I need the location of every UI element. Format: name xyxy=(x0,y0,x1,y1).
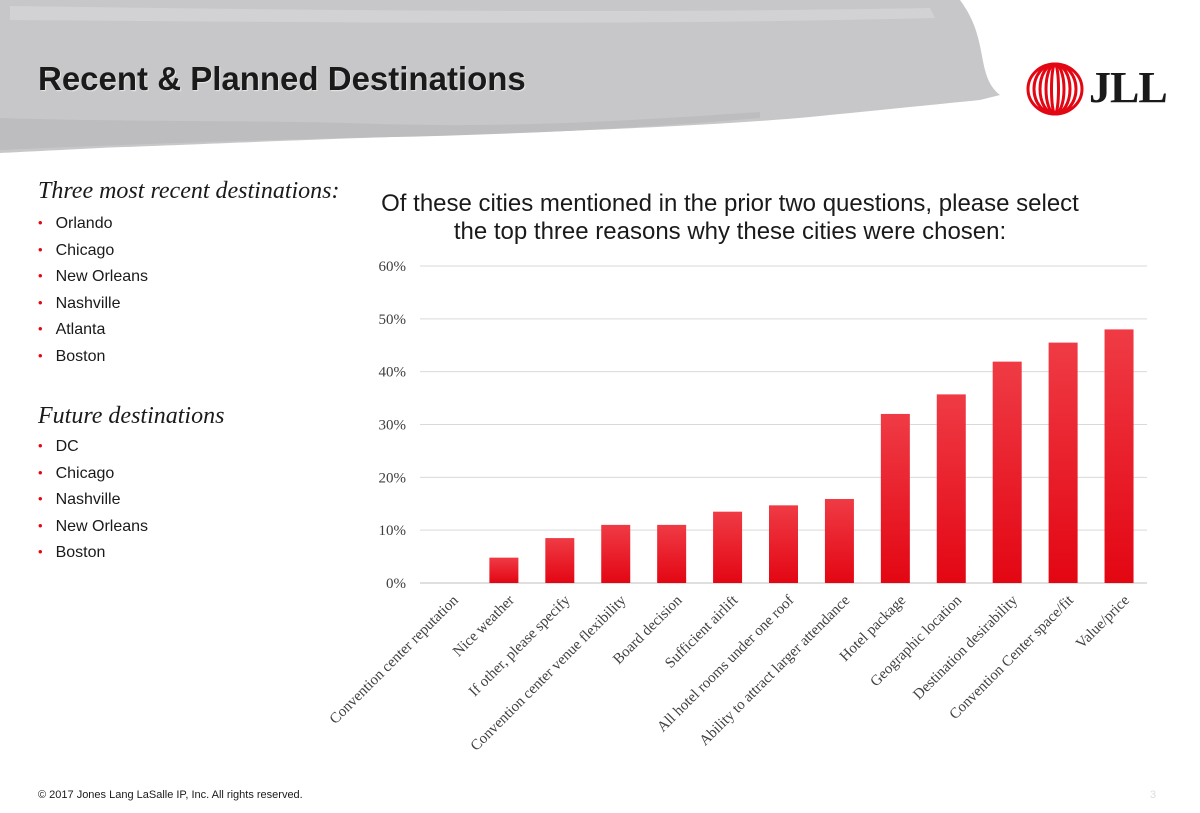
bullet-icon: • xyxy=(38,347,43,363)
y-tick-label: 10% xyxy=(379,523,407,539)
city-name: DC xyxy=(55,438,79,455)
logo-text: JLL xyxy=(1089,63,1168,112)
list-item: • Atlanta xyxy=(38,317,148,344)
city-name: Nashville xyxy=(55,294,121,312)
list-item: • New Orleans xyxy=(38,514,148,541)
list-item: • New Orleans xyxy=(38,264,148,291)
city-name: Boston xyxy=(55,347,106,365)
list-item: • Nashville xyxy=(38,291,148,318)
y-tick-label: 50% xyxy=(379,312,407,328)
survey-question: Of these cities mentioned in the prior t… xyxy=(381,190,1079,245)
y-tick-label: 30% xyxy=(379,418,407,434)
y-tick-label: 60% xyxy=(379,259,407,275)
city-name: New Orleans xyxy=(55,517,149,535)
header-brush-stroke xyxy=(0,0,1000,153)
list-item: • Boston xyxy=(38,540,148,567)
copyright-footer: © 2017 Jones Lang LaSalle IP, Inc. All r… xyxy=(38,789,303,801)
bullet-icon: • xyxy=(38,268,43,283)
list-item: • Orlando xyxy=(38,211,148,238)
bar xyxy=(769,505,798,583)
city-name: Orlando xyxy=(55,215,113,232)
bullet-icon: • xyxy=(38,517,43,533)
bar xyxy=(824,498,854,583)
city-name: Boston xyxy=(55,544,106,561)
x-tick-label: If other, please specify xyxy=(466,592,574,700)
page-number: 3 xyxy=(1150,789,1157,801)
list-item: • Chicago xyxy=(38,238,148,265)
bullet-icon: • xyxy=(38,321,43,336)
city-name: Nashville xyxy=(55,491,121,508)
city-name: Atlanta xyxy=(55,321,106,338)
x-tick-label: Value/price xyxy=(1073,592,1133,652)
y-tick-label: 0% xyxy=(386,576,406,592)
bar xyxy=(713,511,743,583)
bullet-icon: • xyxy=(38,544,43,559)
x-tick-label: Destination desirability xyxy=(910,592,1021,703)
bar xyxy=(936,394,966,583)
bar xyxy=(880,413,910,583)
list-item: • Nashville xyxy=(38,487,148,514)
bullet-icon: • xyxy=(38,294,43,310)
bar xyxy=(657,524,687,583)
city-name: Chicago xyxy=(55,464,115,482)
bar xyxy=(1048,342,1078,583)
bullet-icon: • xyxy=(38,241,43,257)
page-title: Recent & Planned Destinations xyxy=(38,60,526,97)
future-destinations-heading: Future destinations xyxy=(38,403,225,429)
recent-destinations-list: • Orlando • Chicago • New Orleans • Nashville • A… xyxy=(38,211,148,370)
list-item: • Boston xyxy=(38,344,148,371)
list-item: • Chicago xyxy=(38,461,148,488)
bullet-icon: • xyxy=(38,215,43,230)
x-tick-label: Convention center reputation xyxy=(327,592,462,727)
y-tick-label: 20% xyxy=(379,470,407,486)
bullet-icon: • xyxy=(38,491,43,506)
jll-logo-icon xyxy=(1026,62,1084,116)
bullet-icon: • xyxy=(38,438,43,453)
bar xyxy=(992,361,1022,583)
y-tick-label: 40% xyxy=(379,365,407,381)
city-name: New Orleans xyxy=(55,268,149,285)
recent-destinations-heading: Three most recent destinations: xyxy=(38,178,340,204)
bar xyxy=(489,557,519,583)
future-destinations-list: • DC • Chicago • Nashville • New Orleans • Boston xyxy=(38,434,148,567)
list-item: • DC xyxy=(38,434,148,461)
bar xyxy=(1104,329,1134,583)
bar xyxy=(545,538,575,583)
bullet-icon: • xyxy=(38,464,43,480)
city-name: Chicago xyxy=(55,241,115,259)
bar xyxy=(601,524,631,583)
